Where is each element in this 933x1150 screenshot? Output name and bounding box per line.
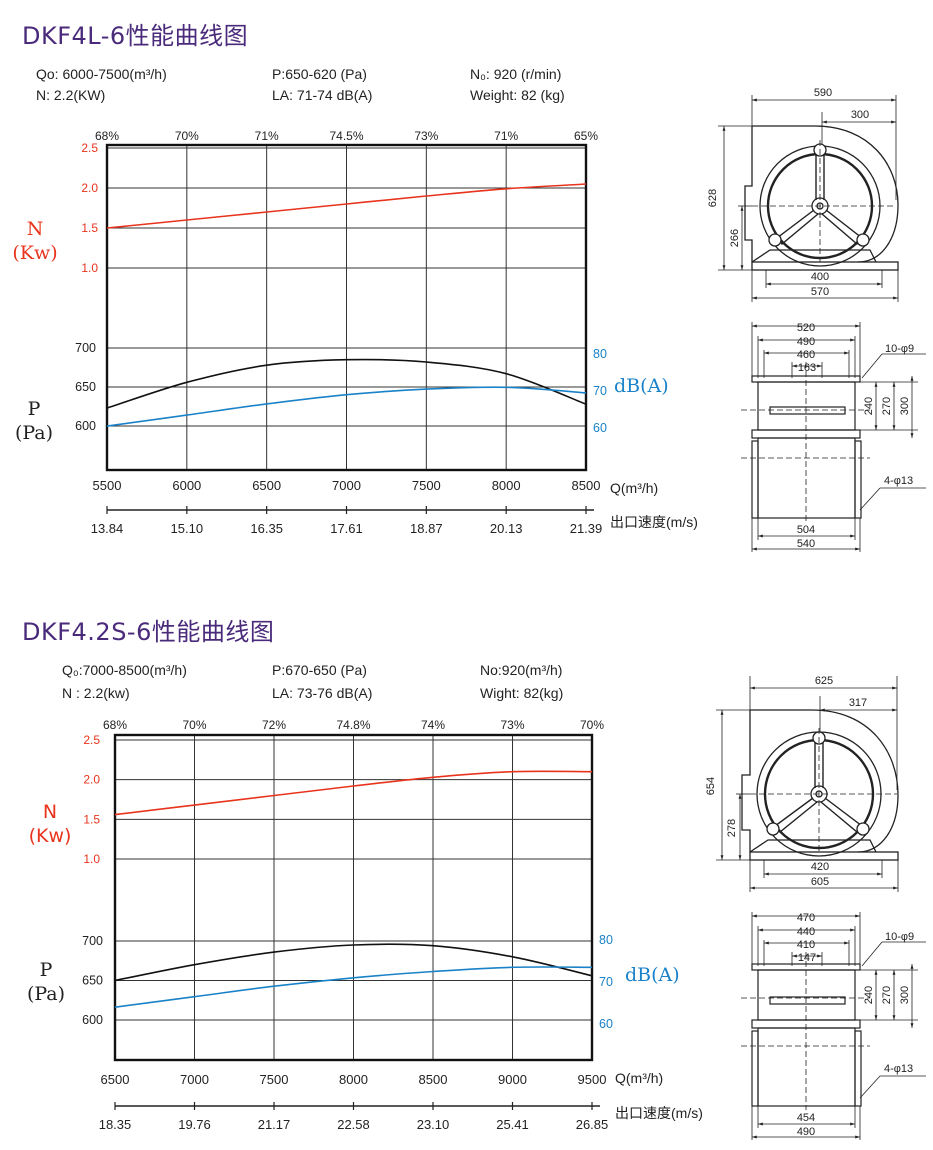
chart-1-efficiency-label: 68%	[95, 129, 119, 143]
chart-1-flow-tick: 8000	[492, 478, 521, 493]
chart-2-noise-tick: 60	[599, 1017, 613, 1031]
chart-2-noise-tick: 70	[599, 975, 613, 989]
chart-1-flow-tick: 7000	[332, 478, 361, 493]
chart-2-flow-tick: 7000	[180, 1072, 209, 1087]
chart-1-flow-tick: 6000	[172, 478, 201, 493]
chart-2-flow-tick: 6500	[101, 1072, 130, 1087]
chart-2-flow-tick: 9000	[498, 1072, 527, 1087]
chart-1-noise-tick: 70	[593, 384, 607, 398]
chart-2-velocity-tick: 23.10	[417, 1117, 450, 1132]
chart-2-efficiency-label: 72%	[262, 718, 286, 732]
chart-2-efficiency-label: 70%	[182, 718, 206, 732]
chart-1-flow-tick: 5500	[93, 478, 122, 493]
chart-2-efficiency-label: 74%	[421, 718, 445, 732]
chart-2-efficiency-label: 70%	[580, 718, 604, 732]
chart-1-velocity-tick: 18.87	[410, 521, 443, 536]
chart-1-velocity-tick: 15.10	[171, 521, 204, 536]
chart-1-power-tick: 2.0	[81, 181, 98, 195]
chart-1-efficiency-label: 65%	[574, 129, 598, 143]
chart-2-power-tick: 1.0	[83, 852, 100, 866]
chart-1-efficiency-label: 71%	[494, 129, 518, 143]
chart-1-efficiency-label: 70%	[175, 129, 199, 143]
chart-1-pressure-tick: 700	[75, 341, 96, 355]
chart-2-pressure-tick: 700	[82, 934, 103, 948]
chart-1-power-tick: 2.5	[81, 141, 98, 155]
chart-1-flow-tick: 6500	[252, 478, 281, 493]
chart-1-efficiency-label: 73%	[414, 129, 438, 143]
chart-1-velocity-tick: 17.61	[330, 521, 363, 536]
chart-2-pressure-tick: 600	[82, 1013, 103, 1027]
chart-2-flow-tick: 7500	[260, 1072, 289, 1087]
chart-2-velocity-tick: 22.58	[337, 1117, 370, 1132]
chart-2-flow-tick: 8500	[419, 1072, 448, 1087]
chart-1-velocity-tick: 16.35	[250, 521, 283, 536]
chart-2-velocity-tick: 25.41	[496, 1117, 529, 1132]
chart-2-noise-tick: 80	[599, 933, 613, 947]
chart-1-flow-tick: 7500	[412, 478, 441, 493]
chart-2-velocity-tick: 18.35	[99, 1117, 132, 1132]
chart-1-velocity-tick: 21.39	[570, 521, 603, 536]
chart-2-flow-tick: 8000	[339, 1072, 368, 1087]
chart-2-efficiency-label: 74.8%	[336, 718, 370, 732]
chart-1-noise-tick: 60	[593, 421, 607, 435]
chart-1-efficiency-label: 74.5%	[329, 129, 363, 143]
chart-2-velocity-tick: 26.85	[576, 1117, 609, 1132]
chart-1-power-tick: 1.0	[81, 261, 98, 275]
chart-2-power-tick: 1.5	[83, 812, 100, 826]
chart-2-flow-tick: 9500	[578, 1072, 607, 1087]
chart-2-power-tick: 2.0	[83, 773, 100, 787]
chart-1-flow-tick: 8500	[572, 478, 601, 493]
chart-1-pressure-tick: 600	[75, 419, 96, 433]
chart-2-power-tick: 2.5	[83, 733, 100, 747]
chart-2-efficiency-label: 73%	[500, 718, 524, 732]
chart-1-efficiency-label: 71%	[255, 129, 279, 143]
chart-2-velocity-tick: 21.17	[258, 1117, 291, 1132]
chart-2-velocity-tick: 19.76	[178, 1117, 211, 1132]
chart-1-noise-tick: 80	[593, 347, 607, 361]
chart-2-pressure-tick: 650	[82, 974, 103, 988]
chart-2-efficiency-label: 68%	[103, 718, 127, 732]
chart-1-pressure-tick: 650	[75, 380, 96, 394]
chart-1-velocity-tick: 20.13	[490, 521, 523, 536]
chart-1-velocity-tick: 13.84	[91, 521, 124, 536]
chart-1-power-tick: 1.5	[81, 221, 98, 235]
